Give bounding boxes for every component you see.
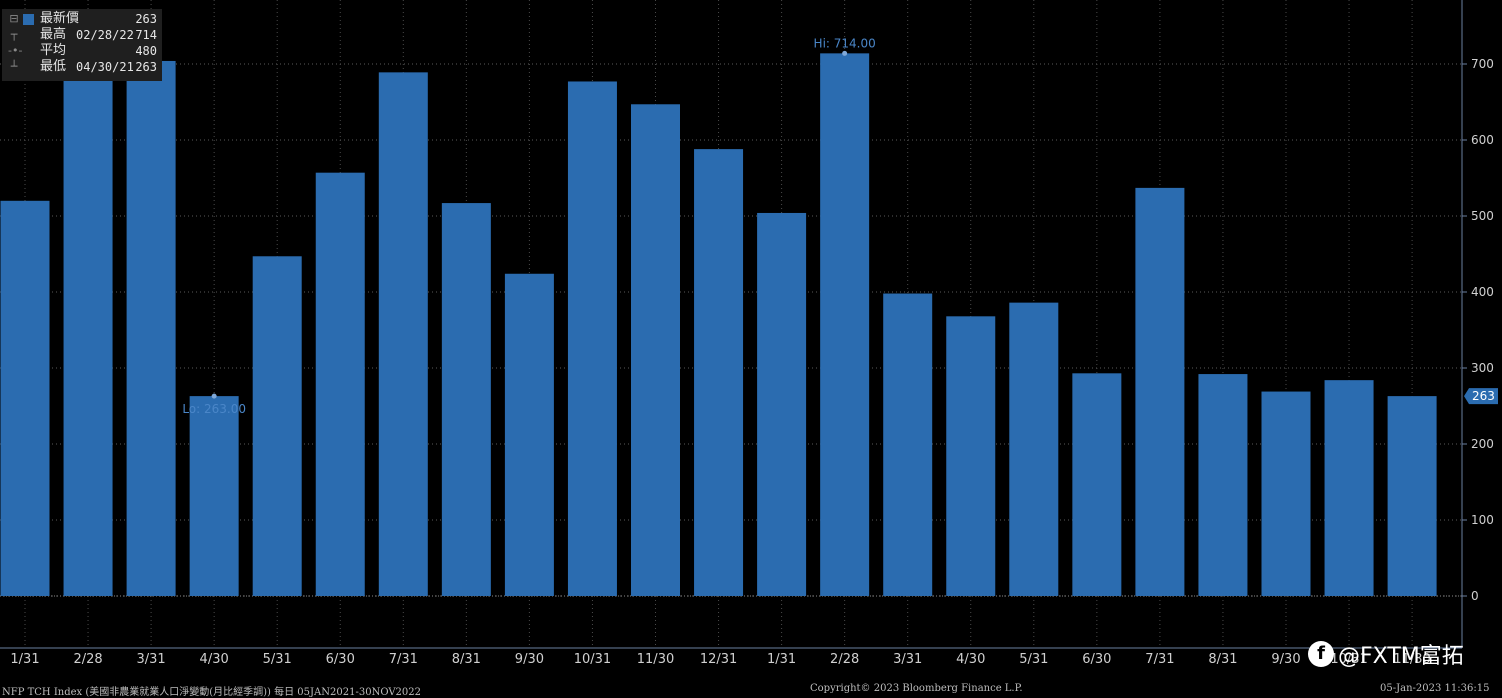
bar <box>567 81 617 597</box>
x-tick-label: 5/31 <box>1019 652 1048 667</box>
x-tick-label: 11/30 <box>1393 652 1430 667</box>
bar <box>1324 380 1374 596</box>
footer-copyright: Copyright© 2023 Bloomberg Finance L.P. <box>810 683 1023 694</box>
x-tick-label: 10/31 <box>1330 652 1367 667</box>
bar <box>1198 374 1248 596</box>
high-marker <box>842 50 848 56</box>
y-tick-label: 700 <box>1471 57 1494 71</box>
bars <box>0 53 1437 597</box>
average-marker-icon: -•- <box>8 44 23 57</box>
legend-label: 最低 <box>40 59 67 74</box>
bar <box>1009 302 1059 596</box>
brand-text: @FXTM富拓 <box>1338 644 1464 669</box>
bar <box>441 203 491 596</box>
legend-box: ⊟ 最新價 263 ┬ 最高 02/28/22 714 -•- 平均 480 ┴… <box>2 9 162 81</box>
legend-label: 最高 <box>40 27 67 42</box>
low-marker-icon: ┴ <box>10 60 18 73</box>
legend-label: 平均 <box>40 43 67 58</box>
bar <box>1261 391 1311 596</box>
high-label: Hi: 714.00 <box>814 36 876 50</box>
high-marker-icon: ┬ <box>10 28 18 41</box>
bar <box>631 104 680 596</box>
bar <box>820 53 870 597</box>
x-tick-label: 1/31 <box>767 652 796 667</box>
bar <box>946 316 996 596</box>
legend-value: 263 <box>135 60 157 74</box>
y-tick-label: 600 <box>1471 133 1494 147</box>
facebook-icon: f <box>1308 641 1334 667</box>
x-tick-label: 11/30 <box>637 652 674 667</box>
x-tick-label: 3/31 <box>893 652 922 667</box>
y-tick-label: 400 <box>1471 285 1494 299</box>
y-tick-label: 100 <box>1471 513 1494 527</box>
legend-value: 263 <box>135 12 157 26</box>
collapse-icon[interactable]: ⊟ <box>9 12 19 25</box>
bar <box>126 60 176 596</box>
x-tick-label: 1/31 <box>10 652 39 667</box>
x-tick-label: 4/30 <box>200 652 229 667</box>
bar <box>189 396 239 596</box>
low-marker <box>211 393 217 399</box>
legend-value: 714 <box>135 28 157 42</box>
x-tick-label: 9/30 <box>515 652 544 667</box>
bar <box>504 273 554 596</box>
last-value-tag <box>1464 388 1498 405</box>
x-tick-label: 6/30 <box>1082 652 1111 667</box>
bar <box>1072 373 1122 596</box>
last-value-label: 263 <box>1472 389 1495 403</box>
x-axis: 1/31 2/28 3/31 4/30 5/31 6/30 7/31 8/31 9/30 10/3… <box>0 647 1462 667</box>
bar <box>0 200 50 597</box>
bar <box>1387 396 1437 596</box>
bar <box>315 172 365 596</box>
x-tick-label: 6/30 <box>326 652 355 667</box>
footer-timestamp: 05-Jan-2023 11:36:15 <box>1380 683 1490 694</box>
x-tick-label: 2/28 <box>830 652 859 667</box>
bar <box>1135 187 1185 596</box>
y-tick-label: 200 <box>1471 437 1494 451</box>
x-tick-label: 5/31 <box>263 652 292 667</box>
x-tick-label: 4/30 <box>956 652 985 667</box>
bar <box>757 212 807 596</box>
bar <box>252 256 302 596</box>
legend-row-average: -•- 平均 480 <box>2 43 162 59</box>
x-tick-label: 8/31 <box>1208 652 1237 667</box>
y-tick-label: 500 <box>1471 209 1494 223</box>
footer-title: NFP TCH Index (美國非農業就業人口淨變動(月比經季調)) 每日 0… <box>2 687 422 698</box>
x-tick-label: 7/31 <box>389 652 418 667</box>
x-tick-label: 10/31 <box>574 652 611 667</box>
x-tick-label: 8/31 <box>452 652 481 667</box>
bar <box>63 56 113 596</box>
legend-row-last: ⊟ 最新價 263 <box>2 11 162 27</box>
low-label: Lo: 263.00 <box>182 402 246 416</box>
y-tick-label: 300 <box>1471 361 1494 375</box>
bar <box>378 72 428 597</box>
legend-date: 02/28/22 <box>76 28 134 42</box>
x-tick-label: 7/31 <box>1145 652 1174 667</box>
y-axis: 0 100 200 300 400 500 600 700 <box>1461 0 1494 648</box>
y-tick-label: 0 <box>1471 589 1479 603</box>
legend-date: 04/30/21 <box>76 60 134 74</box>
x-tick-label: 12/31 <box>700 652 737 667</box>
x-tick-label: 2/28 <box>73 652 102 667</box>
legend-value: 480 <box>135 44 157 58</box>
x-tick-label: 3/31 <box>136 652 165 667</box>
brand-watermark: f @FXTM富拓 <box>1308 638 1464 670</box>
legend-row-low: ┴ 最低 04/30/21 263 <box>2 59 162 75</box>
legend-row-high: ┬ 最高 02/28/22 714 <box>2 27 162 43</box>
series-color-swatch <box>23 14 34 25</box>
legend-label: 最新價 <box>40 11 80 26</box>
bar <box>883 293 933 596</box>
bar <box>694 149 744 596</box>
x-tick-label: 9/30 <box>1271 652 1300 667</box>
annotations: Hi: 714.00 Lo: 263.00 263 <box>182 36 1498 416</box>
